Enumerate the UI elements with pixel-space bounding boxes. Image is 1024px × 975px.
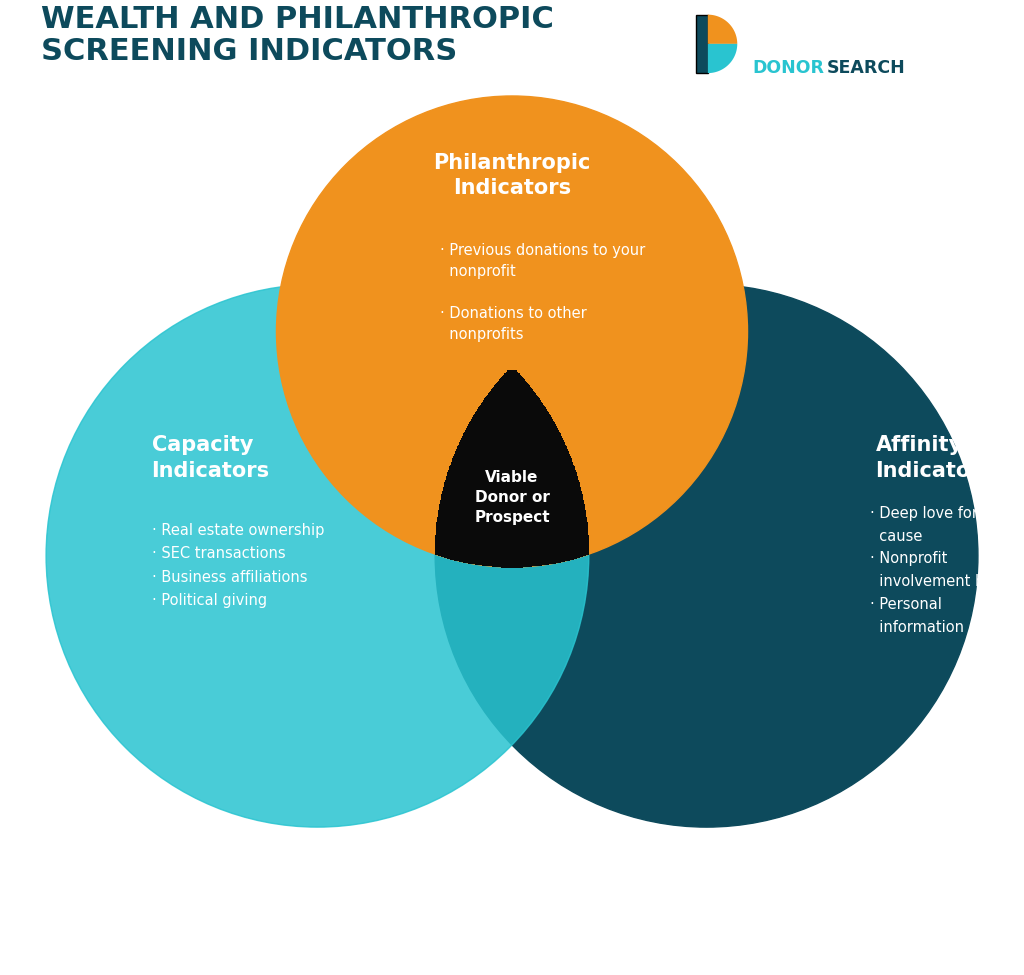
Text: Affinity
Indicators: Affinity Indicators	[876, 436, 993, 481]
Ellipse shape	[46, 285, 589, 827]
Polygon shape	[708, 15, 737, 44]
Text: DONOR: DONOR	[753, 59, 824, 77]
Text: WEALTH AND PHILANTHROPIC
SCREENING INDICATORS: WEALTH AND PHILANTHROPIC SCREENING INDIC…	[41, 5, 554, 66]
Text: · Previous donations to your
  nonprofit

· Donations to other
  nonprofits: · Previous donations to your nonprofit ·…	[440, 243, 645, 342]
Text: · Real estate ownership
· SEC transactions
· Business affiliations
· Political g: · Real estate ownership · SEC transactio…	[152, 523, 324, 608]
Text: Capacity
Indicators: Capacity Indicators	[152, 436, 269, 481]
Text: Viable
Donor or
Prospect: Viable Donor or Prospect	[474, 470, 550, 525]
Ellipse shape	[276, 96, 748, 567]
Polygon shape	[708, 44, 737, 73]
Text: Philanthropic
Indicators: Philanthropic Indicators	[433, 153, 591, 198]
Text: · Deep love for your
  cause
· Nonprofit
  involvement history
· Personal
  info: · Deep love for your cause · Nonprofit i…	[870, 506, 1024, 635]
FancyBboxPatch shape	[696, 15, 708, 73]
Ellipse shape	[435, 285, 978, 827]
Text: SEARCH: SEARCH	[826, 59, 905, 77]
